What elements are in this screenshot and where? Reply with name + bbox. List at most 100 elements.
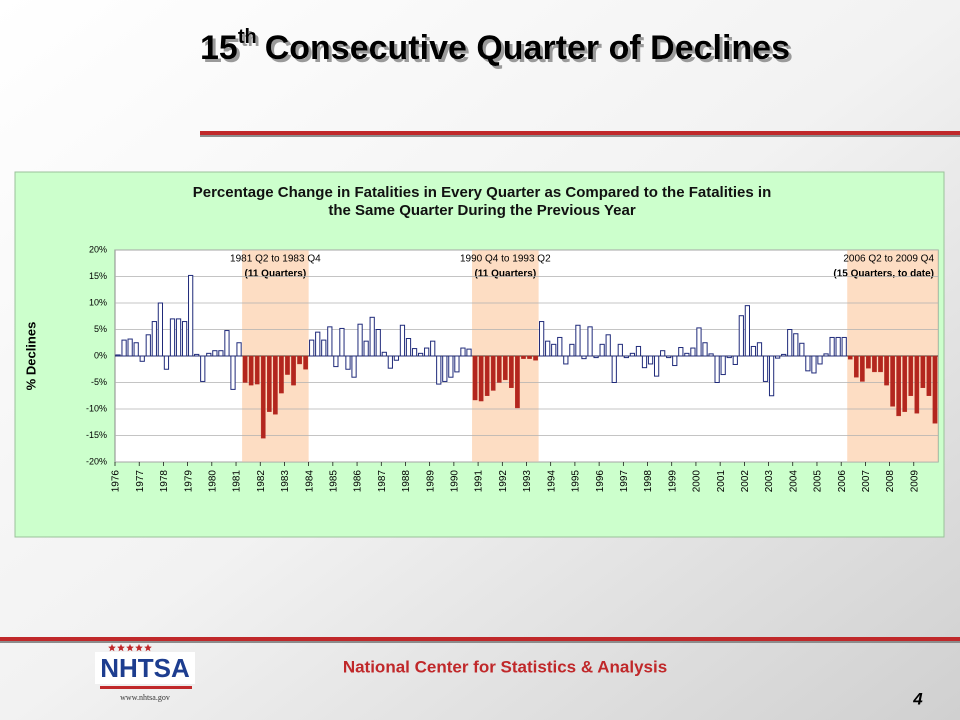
bar [593,355,599,359]
x-tick-label: 1976 [111,470,122,493]
bar [260,355,266,439]
bar [369,316,375,357]
bar [860,355,865,382]
bar [472,355,478,401]
bar [291,355,296,386]
bar [563,355,569,365]
bar [738,315,744,357]
bar [823,353,829,357]
bar [157,302,164,357]
bar [254,355,260,385]
bar [787,329,793,357]
bar [442,355,448,382]
bar [641,355,648,369]
title-rest: Consecutive Quarter of Declines [265,29,790,67]
y-tick-label: -15% [86,430,107,440]
bar [545,340,551,357]
bar [490,355,496,391]
title-sup: th [238,26,257,48]
bar [575,324,581,357]
bar [623,355,629,359]
bar [309,339,315,357]
bar [399,324,406,357]
logo-bg [95,652,195,684]
bar [139,355,145,362]
bar [902,355,908,412]
bar [672,355,678,367]
bottom-rule-shadow [0,641,960,643]
x-tick-label: 1998 [643,470,654,493]
logo-star [144,644,152,652]
bar [478,355,484,402]
bar [375,329,381,357]
chart-title: Percentage Change in Fatalities in Every… [193,184,772,201]
bar [720,355,726,376]
bar [708,353,714,357]
bar [218,350,224,357]
bar [145,334,151,357]
bar [509,355,514,388]
bar [635,345,642,357]
bar [436,355,442,385]
x-tick-label: 2000 [692,470,703,493]
period-note: (11 Quarters) [474,269,536,280]
x-tick-label: 1993 [522,470,533,493]
bar [181,321,188,357]
x-tick-label: 1992 [498,470,509,493]
bar [115,354,121,357]
bar [194,353,200,357]
y-tick-label: -5% [91,377,107,387]
bar [230,355,236,390]
bar [653,355,660,377]
x-tick-label: 1999 [667,470,678,493]
bar [890,355,895,407]
x-tick-label: 1978 [159,470,170,493]
x-tick-label: 1980 [207,470,218,493]
bar [242,355,248,383]
bar [133,342,139,357]
bar [503,355,508,381]
x-tick-label: 2008 [885,470,896,493]
bar [448,355,454,378]
x-tick-label: 1988 [401,470,412,493]
bar [527,355,532,359]
period-note: (15 Quarters, to date) [833,269,934,280]
x-tick-label: 1995 [571,470,582,493]
bar [430,340,436,357]
plot: 1981 Q2 to 1983 Q4 (11 Quarters) 1990 Q4 t… [86,244,939,493]
bar [339,327,345,357]
bar [611,355,617,383]
bar [811,355,817,374]
bar [762,355,769,382]
x-tick-label: 1977 [135,470,146,493]
page-number: 4 [912,689,923,708]
bar [121,339,127,357]
bar [926,355,932,396]
bar [617,343,623,357]
bar [775,355,781,359]
bar [363,340,369,357]
logo-star [126,644,134,652]
bar [647,355,654,365]
bar [169,318,176,357]
bar [206,352,212,357]
x-tick-label: 2001 [716,470,727,493]
bar [266,355,272,412]
bar [351,355,357,378]
x-tick-label: 2006 [837,470,848,493]
bar [405,338,412,357]
logo-star [117,644,125,652]
bar [684,352,690,357]
y-tick-label: 10% [89,297,107,307]
x-tick-label: 1986 [353,470,364,493]
bar [200,355,206,382]
bar [127,338,133,357]
bar [521,355,526,359]
bar [696,327,702,357]
top-rule [200,131,960,135]
bar [841,336,847,357]
bar [799,342,805,357]
bar [424,347,430,357]
bar [212,350,218,357]
